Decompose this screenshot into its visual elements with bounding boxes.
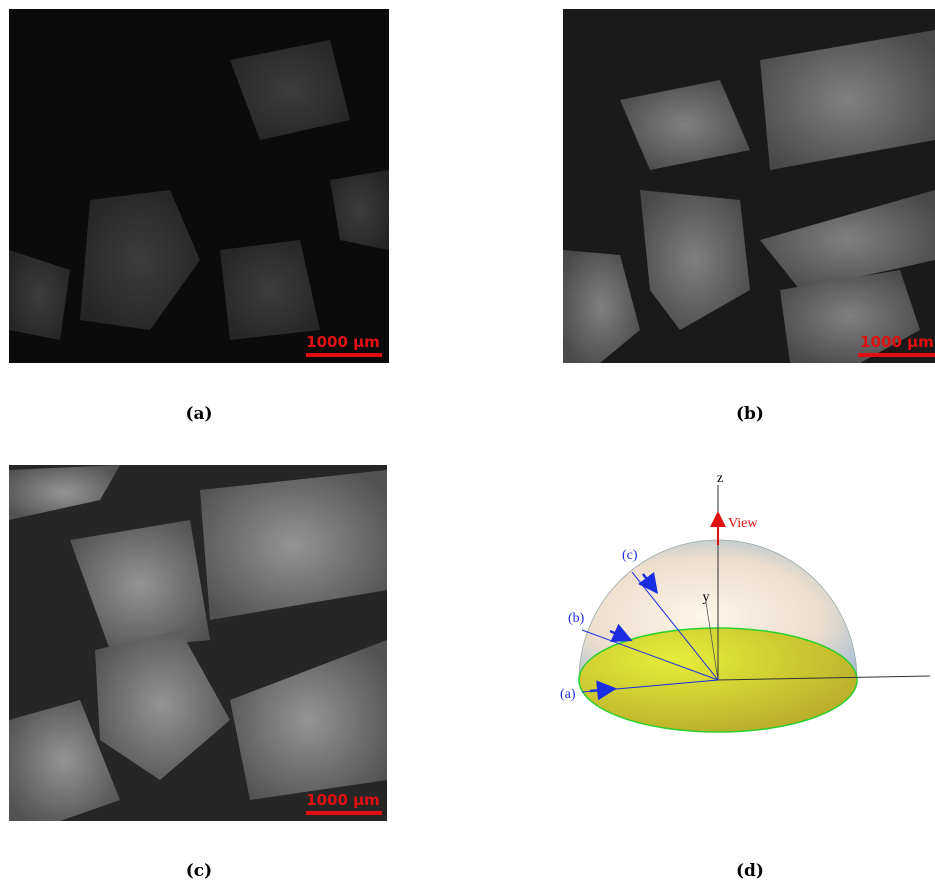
caption: (c)	[186, 861, 212, 881]
direction-label: (b)	[568, 611, 585, 626]
micrograph-b: 1000 µm	[563, 9, 935, 363]
scale-bar-label: 1000 µm	[306, 333, 380, 351]
caption: (d)	[736, 861, 764, 881]
caption: (a)	[185, 404, 212, 424]
scale-bar-label: 1000 µm	[860, 333, 934, 351]
direction-label: (c)	[622, 548, 638, 563]
caption: (b)	[736, 404, 764, 424]
micrograph-a: 1000 µm	[9, 9, 389, 363]
scale-bar-label: 1000 µm	[306, 791, 380, 809]
hemisphere-diagram: z y View (c) (b) (a)	[560, 471, 931, 733]
view-label: View	[728, 516, 758, 531]
direction-label: (a)	[560, 687, 576, 702]
micrograph-c: 1000 µm	[9, 465, 387, 821]
axis-label: z	[717, 471, 723, 486]
axis-label: y	[703, 590, 710, 605]
